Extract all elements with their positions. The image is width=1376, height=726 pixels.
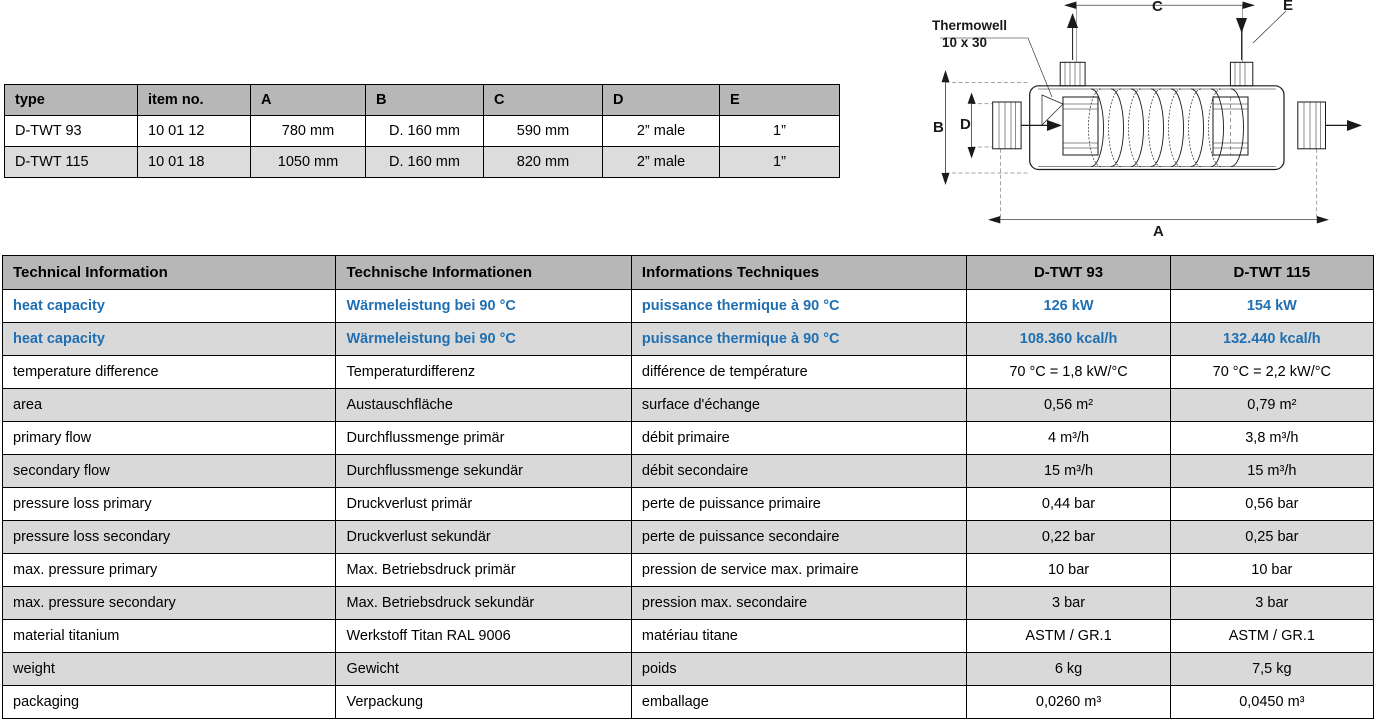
svg-text:Thermowell: Thermowell xyxy=(932,18,1007,33)
svg-text:E: E xyxy=(1283,0,1293,14)
svg-text:B: B xyxy=(933,119,944,136)
svg-text:A: A xyxy=(1153,223,1164,240)
svg-text:C: C xyxy=(1152,0,1163,15)
svg-text:10 x 30: 10 x 30 xyxy=(942,35,987,50)
svg-text:D: D xyxy=(960,116,971,133)
